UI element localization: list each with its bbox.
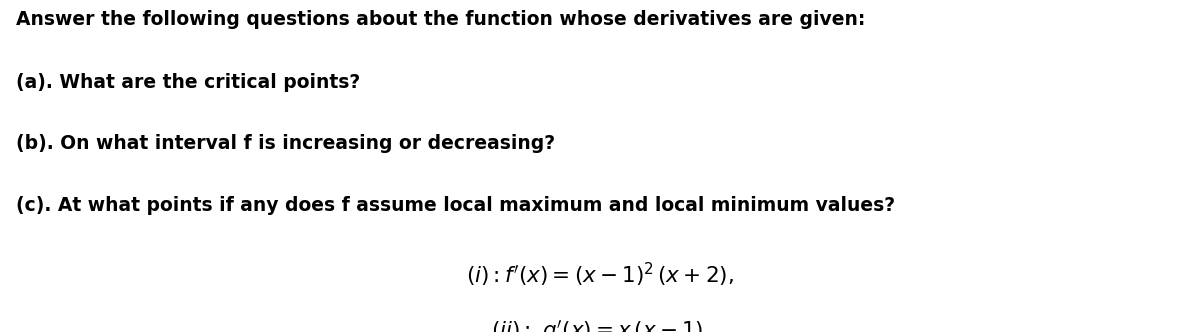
Text: $(ii): \ g'(x) = x\,(x-1).$: $(ii): \ g'(x) = x\,(x-1).$ — [491, 319, 709, 332]
Text: (c). At what points if any does f assume local maximum and local minimum values?: (c). At what points if any does f assume… — [16, 196, 895, 215]
Text: (b). On what interval f is increasing or decreasing?: (b). On what interval f is increasing or… — [16, 134, 554, 153]
Text: Answer the following questions about the function whose derivatives are given:: Answer the following questions about the… — [16, 10, 865, 29]
Text: (a). What are the critical points?: (a). What are the critical points? — [16, 73, 360, 92]
Text: $(i): f'(x) = (x-1)^{2}\,(x+2),$: $(i): f'(x) = (x-1)^{2}\,(x+2),$ — [466, 261, 734, 289]
